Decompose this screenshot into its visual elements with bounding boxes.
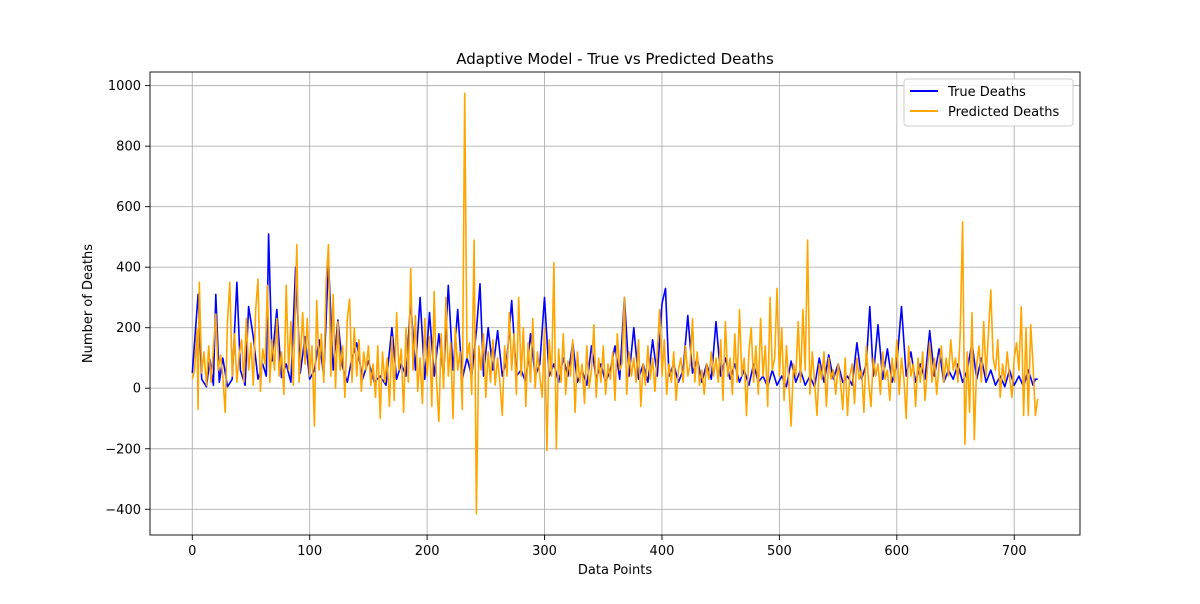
y-tick-label: 400 <box>116 261 141 276</box>
y-tick-label: −400 <box>105 503 141 518</box>
legend-label-true-deaths: True Deaths <box>947 85 1026 100</box>
legend: True Deaths Predicted Deaths <box>903 78 1074 127</box>
x-tick-label: 100 <box>297 544 322 559</box>
y-tick-label: 0 <box>133 382 141 397</box>
x-tick-label: 600 <box>884 544 909 559</box>
x-tick-label: 200 <box>415 544 440 559</box>
y-tick-label: 1000 <box>108 79 141 94</box>
axes-frame <box>149 71 1081 536</box>
y-tick-label: 800 <box>116 140 141 155</box>
x-axis-label: Data Points <box>578 563 652 578</box>
x-tick-label: 400 <box>650 544 675 559</box>
series-line-predicted-deaths <box>191 92 1039 515</box>
x-tick-label: 300 <box>532 544 557 559</box>
x-tick-label: 0 <box>188 544 196 559</box>
y-axis-label: Number of Deaths <box>81 244 96 363</box>
legend-box <box>903 78 1074 127</box>
chart-title: Adaptive Model - True vs Predicted Death… <box>456 50 774 68</box>
y-tick-label: 600 <box>116 200 141 215</box>
grid-layer <box>150 72 1080 535</box>
x-tick-label: 700 <box>1002 544 1027 559</box>
y-tick-label: −200 <box>105 442 141 457</box>
y-tick-label: 200 <box>116 321 141 336</box>
series-layer <box>191 92 1039 515</box>
ticks-layer: 0 100 200 300 400 500 600 700 −400 −200 0 200 400 600… <box>105 79 1026 559</box>
x-tick-label: 500 <box>767 544 792 559</box>
legend-label-predicted-deaths: Predicted Deaths <box>948 105 1059 120</box>
